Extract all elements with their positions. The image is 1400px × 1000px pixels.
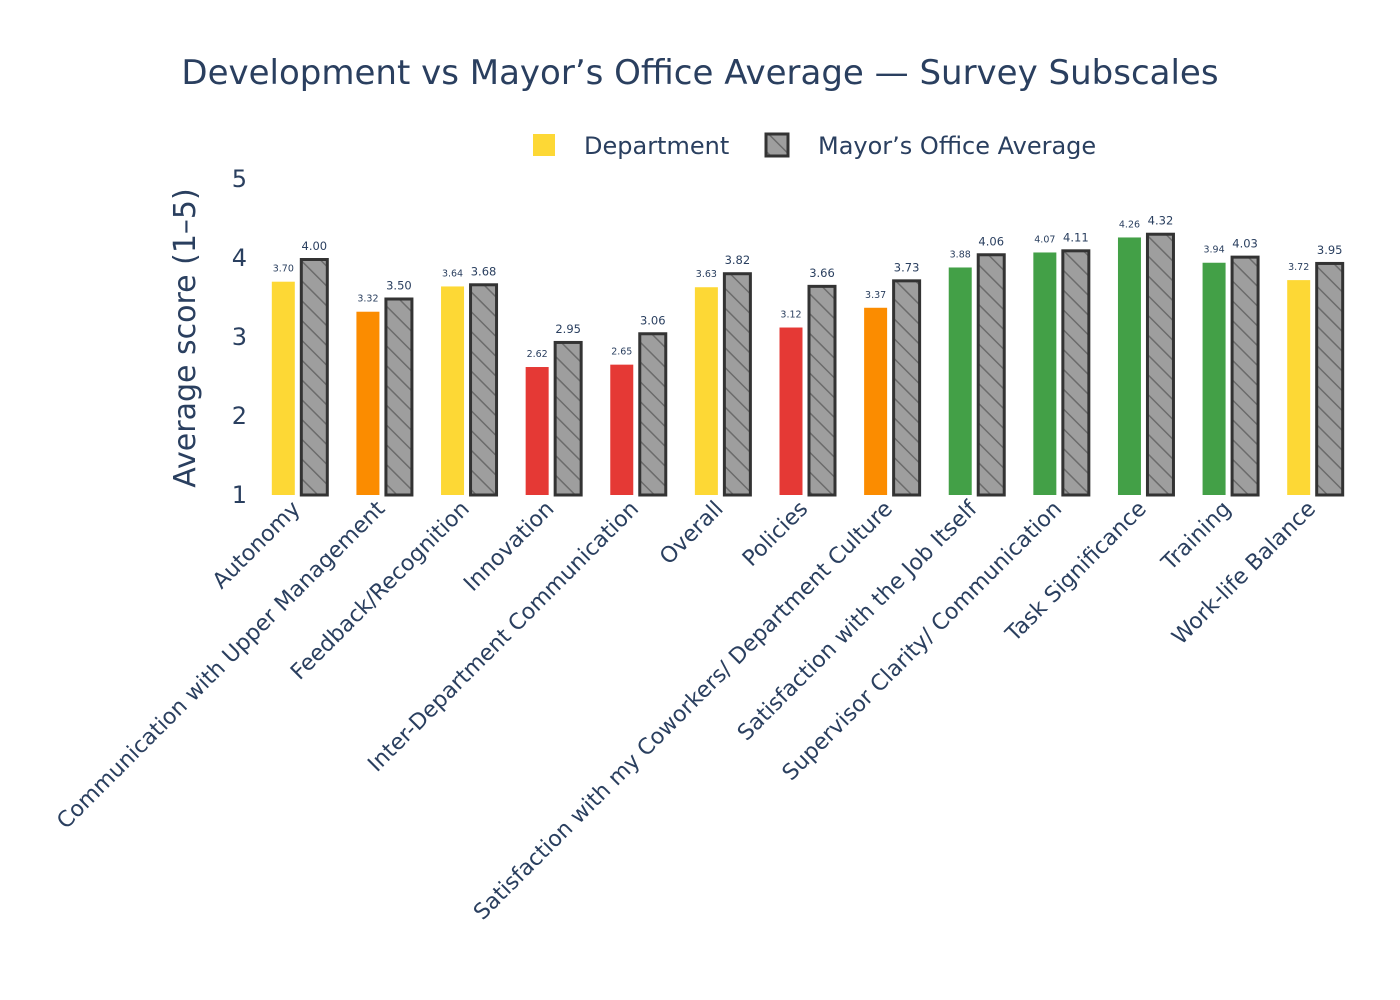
mayors-office-bar-label: 4.03 [1232,237,1258,251]
department-bar [1033,252,1057,495]
department-bar [864,307,888,495]
department-bar [441,286,465,495]
chart-title: Development vs Mayor’s Office Average — … [181,53,1218,93]
mayors-office-bar [1061,249,1091,497]
mayors-office-bar-label: 4.11 [1063,230,1089,244]
department-bar-label: 3.12 [780,310,801,321]
mayors-office-bar-label: 3.82 [725,253,751,267]
mayors-office-bar-label: 2.95 [555,322,581,336]
x-tick-label: Overall [655,497,728,570]
department-bar [271,281,295,495]
legend-swatch-department [533,134,555,156]
y-axis-title: Average score (1–5) [168,188,203,487]
mayors-office-bar-label: 3.95 [1317,243,1343,257]
x-tick-label: Task Significance [1001,497,1152,648]
x-tick-label: Communication with Upper Management [52,496,390,834]
department-bar-label: 3.72 [1288,262,1309,273]
department-bar-label: 3.94 [1203,245,1224,256]
mayors-office-bar-label: 3.66 [809,266,835,280]
department-bar-label: 3.63 [696,269,717,280]
mayors-office-bar-label: 3.73 [894,260,920,274]
mayors-office-bar-label: 3.68 [471,264,497,278]
department-bar [610,364,634,495]
x-tick-label: Work-life Balance [1168,497,1321,650]
department-bar-label: 4.26 [1119,219,1140,230]
x-tick-label: Policies [738,497,813,572]
department-bar-label: 2.62 [527,349,548,360]
mayors-office-bar-label: 4.32 [1148,214,1174,228]
department-bar [356,311,380,495]
mayors-office-bar-label: 4.06 [978,234,1004,248]
mayors-office-bar-label: 4.00 [302,239,328,253]
mayors-office-bar [553,340,583,497]
department-bar-label: 2.65 [611,347,632,358]
mayors-office-bar [722,272,752,497]
department-bar-label: 4.07 [1034,234,1055,245]
department-bar [694,287,718,495]
legend-label-mayors-office: Mayor’s Office Average [818,132,1096,160]
mayors-office-bar-label: 3.06 [640,313,666,327]
department-bar [948,267,972,495]
y-tick-label: 4 [232,244,247,272]
department-bar [1117,237,1141,495]
department-bar-label: 3.64 [442,268,463,279]
department-bar-label: 3.37 [865,290,886,301]
department-bar [1202,262,1226,495]
department-bar-label: 3.32 [357,294,378,305]
department-bar [525,367,549,495]
mayors-office-bar [1315,261,1345,497]
mayors-office-bar [807,284,837,497]
mayors-office-bar [384,297,414,497]
mayors-office-bar [1145,232,1175,497]
department-bar-label: 3.88 [950,249,971,260]
x-tick-label: Feedback/Recognition [286,497,475,686]
department-bar-label: 3.70 [273,264,294,275]
mayors-office-bar [1230,255,1260,497]
department-bar [779,327,803,495]
department-bar [1287,280,1311,495]
mayors-office-bar [976,253,1006,497]
legend: Department Mayor’s Office Average [533,132,1096,160]
legend-swatch-mayors-office [764,132,790,158]
y-tick-label: 5 [232,165,247,193]
x-tick-label: Training [1157,497,1237,577]
y-tick-label: 1 [232,481,247,509]
mayors-office-bar-label: 3.50 [386,279,412,293]
y-tick-label: 3 [232,323,247,351]
mayors-office-bar [638,332,668,497]
mayors-office-bar [299,258,329,497]
legend-label-department: Department [584,132,729,160]
y-tick-label: 2 [232,402,247,430]
bars: 3.70 4.00 3.32 3.50 3.64 3.68 2.62 2.95 2.65 3.06… [271,214,1345,497]
x-tick-label: Satisfaction with my Coworkers/ Departme… [469,497,898,926]
mayors-office-bar [892,279,922,497]
mayors-office-bar [469,283,499,497]
y-axis-ticks: 1 2 3 4 5 [232,165,247,509]
